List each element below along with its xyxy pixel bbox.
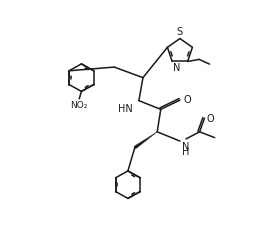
Text: HN: HN — [118, 103, 133, 113]
Text: O: O — [183, 94, 191, 104]
Text: S: S — [176, 27, 182, 37]
Text: N: N — [173, 63, 180, 73]
Text: H: H — [182, 146, 189, 156]
Text: N: N — [182, 142, 189, 152]
Polygon shape — [134, 132, 157, 149]
Text: O: O — [207, 113, 214, 123]
Text: NO₂: NO₂ — [70, 101, 88, 110]
